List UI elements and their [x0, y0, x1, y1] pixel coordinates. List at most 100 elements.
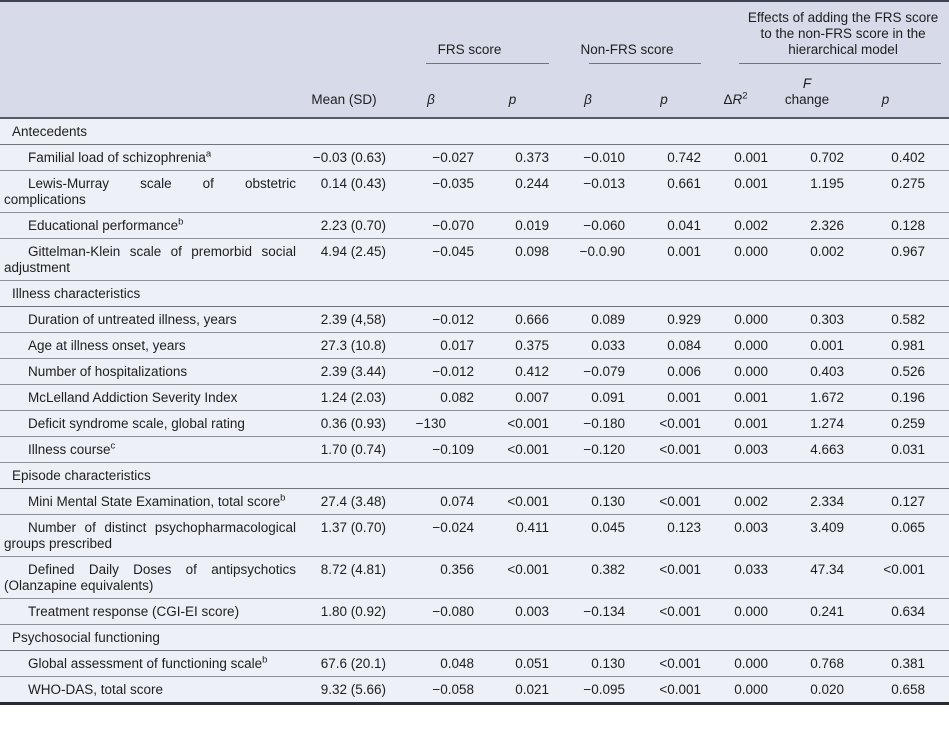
cell-nonfrs-p: 0.041 [627, 212, 704, 239]
table-row: Illness coursec 1.70 (0.74) −0.109 <0.001 −0… [0, 436, 949, 463]
cell-frs-p: 0.007 [476, 384, 552, 411]
cell-delta-r2: 0.000 [703, 332, 771, 359]
row-label: Number of hospitalizations [0, 358, 302, 385]
cell-frs-beta: −0.070 [388, 212, 476, 239]
cell-p: 0.582 [846, 306, 949, 333]
cell-frs-p: 0.412 [476, 358, 552, 385]
cell-delta-r2: 0.000 [703, 598, 771, 625]
column-header-frs-p: p [476, 64, 552, 119]
cell-nonfrs-beta: 0.089 [551, 306, 628, 333]
r-symbol: R [732, 92, 743, 107]
cell-delta-r2: 0.033 [703, 556, 771, 599]
spanner-nonfrs-score: Non-FRS score [551, 1, 703, 64]
table-row: Age at illness onset, years 27.3 (10.8) 0.… [0, 332, 949, 359]
cell-nonfrs-beta: −0.180 [551, 410, 628, 437]
spanner-frs-label: FRS score [437, 42, 502, 57]
table-row: McLelland Addiction Severity Index 1.24 (… [0, 384, 949, 411]
table-row: Global assessment of functioning scaleb 6… [0, 650, 949, 677]
cell-nonfrs-beta: 0.033 [551, 332, 628, 359]
cell-nonfrs-beta: −0.095 [551, 676, 628, 705]
cell-frs-beta: −0.058 [388, 676, 476, 705]
cell-frs-beta: −0.045 [388, 238, 476, 281]
cell-nonfrs-beta: −0.079 [551, 358, 628, 385]
cell-delta-r2: 0.000 [703, 676, 771, 705]
cell-frs-p: 0.373 [476, 144, 552, 171]
cell-delta-r2: 0.000 [703, 358, 771, 385]
section-row: Antecedents [0, 118, 949, 145]
spanner-effects: Effects of adding the FRS score to the n… [703, 1, 949, 64]
cell-delta-r2: 0.003 [703, 514, 771, 557]
table-row: Duration of untreated illness, years 2.39… [0, 306, 949, 333]
cell-mean: 2.39 (4,58) [302, 306, 388, 333]
cell-nonfrs-p: <0.001 [627, 650, 704, 677]
row-label: McLelland Addiction Severity Index [0, 384, 302, 411]
cell-f-change: 2.326 [770, 212, 847, 239]
spanner-frs-score: FRS score [388, 1, 551, 64]
spanner-spacer-mean [302, 1, 388, 64]
cell-mean: 0.14 (0.43) [302, 170, 388, 213]
footnote-marker: b [262, 654, 268, 665]
spanner-effects-label: Effects of adding the FRS score to the n… [747, 10, 939, 57]
cell-f-change: 1.195 [770, 170, 847, 213]
cell-mean: 2.39 (3.44) [302, 358, 388, 385]
cell-f-change: 0.403 [770, 358, 847, 385]
cell-f-change: 0.702 [770, 144, 847, 171]
footnote-marker: a [205, 148, 212, 159]
table-row: Defined Daily Doses of antipsychotics (O… [0, 556, 949, 599]
cell-p: 0.259 [846, 410, 949, 437]
spanner-frs-rule [426, 63, 550, 64]
cell-frs-beta: 0.017 [388, 332, 476, 359]
cell-mean: 67.6 (20.1) [302, 650, 388, 677]
cell-nonfrs-beta: 0.091 [551, 384, 628, 411]
r-superscript: 2 [742, 90, 748, 102]
cell-nonfrs-beta: −0.060 [551, 212, 628, 239]
column-header-delta-r2: ΔR2 [703, 64, 771, 119]
row-label: Age at illness onset, years [0, 332, 302, 359]
cell-p: 0.526 [846, 358, 949, 385]
cell-delta-r2: 0.002 [703, 212, 771, 239]
table-row: Educational performanceb 2.23 (0.70) −0.07… [0, 212, 949, 239]
cell-frs-p: <0.001 [476, 436, 552, 463]
cell-nonfrs-p: 0.006 [627, 358, 704, 385]
cell-mean: 9.32 (5.66) [302, 676, 388, 705]
row-label: Number of distinct psychopharmacological… [0, 514, 302, 557]
cell-delta-r2: 0.000 [703, 306, 771, 333]
cell-frs-p: 0.019 [476, 212, 552, 239]
footnote-marker: b [178, 216, 184, 227]
cell-mean: 1.80 (0.92) [302, 598, 388, 625]
cell-nonfrs-beta: 0.130 [551, 650, 628, 677]
cell-frs-beta: −130 [388, 410, 476, 437]
cell-p: 0.275 [846, 170, 949, 213]
column-header-frs-beta: β [388, 64, 476, 119]
cell-mean: 27.3 (10.8) [302, 332, 388, 359]
cell-nonfrs-p: <0.001 [627, 556, 704, 599]
cell-frs-beta: 0.082 [388, 384, 476, 411]
cell-frs-p: <0.001 [476, 556, 552, 599]
column-header-label-spacer [0, 64, 302, 119]
cell-frs-beta: 0.048 [388, 650, 476, 677]
cell-nonfrs-beta: 0.045 [551, 514, 628, 557]
column-header-nonfrs-beta: β [551, 64, 628, 119]
cell-f-change: 3.409 [770, 514, 847, 557]
section-title: Illness characteristics [0, 280, 949, 307]
cell-nonfrs-p: 0.661 [627, 170, 704, 213]
cell-frs-p: 0.051 [476, 650, 552, 677]
cell-nonfrs-p: 0.001 [627, 384, 704, 411]
row-label: Global assessment of functioning scaleb [0, 650, 302, 677]
cell-mean: 1.24 (2.03) [302, 384, 388, 411]
cell-nonfrs-p: 0.084 [627, 332, 704, 359]
row-label: Duration of untreated illness, years [0, 306, 302, 333]
cell-frs-beta: −0.012 [388, 358, 476, 385]
table-header: FRS score Non-FRS score Effects of addin… [0, 1, 949, 119]
cell-frs-p: 0.666 [476, 306, 552, 333]
cell-f-change: 0.002 [770, 238, 847, 281]
cell-delta-r2: 0.002 [703, 488, 771, 515]
cell-frs-beta: 0.356 [388, 556, 476, 599]
cell-f-change: 0.001 [770, 332, 847, 359]
cell-mean: 8.72 (4.81) [302, 556, 388, 599]
row-label: Lewis-Murray scale of obstetric complica… [0, 170, 302, 213]
cell-p: 0.127 [846, 488, 949, 515]
cell-nonfrs-p: <0.001 [627, 436, 704, 463]
